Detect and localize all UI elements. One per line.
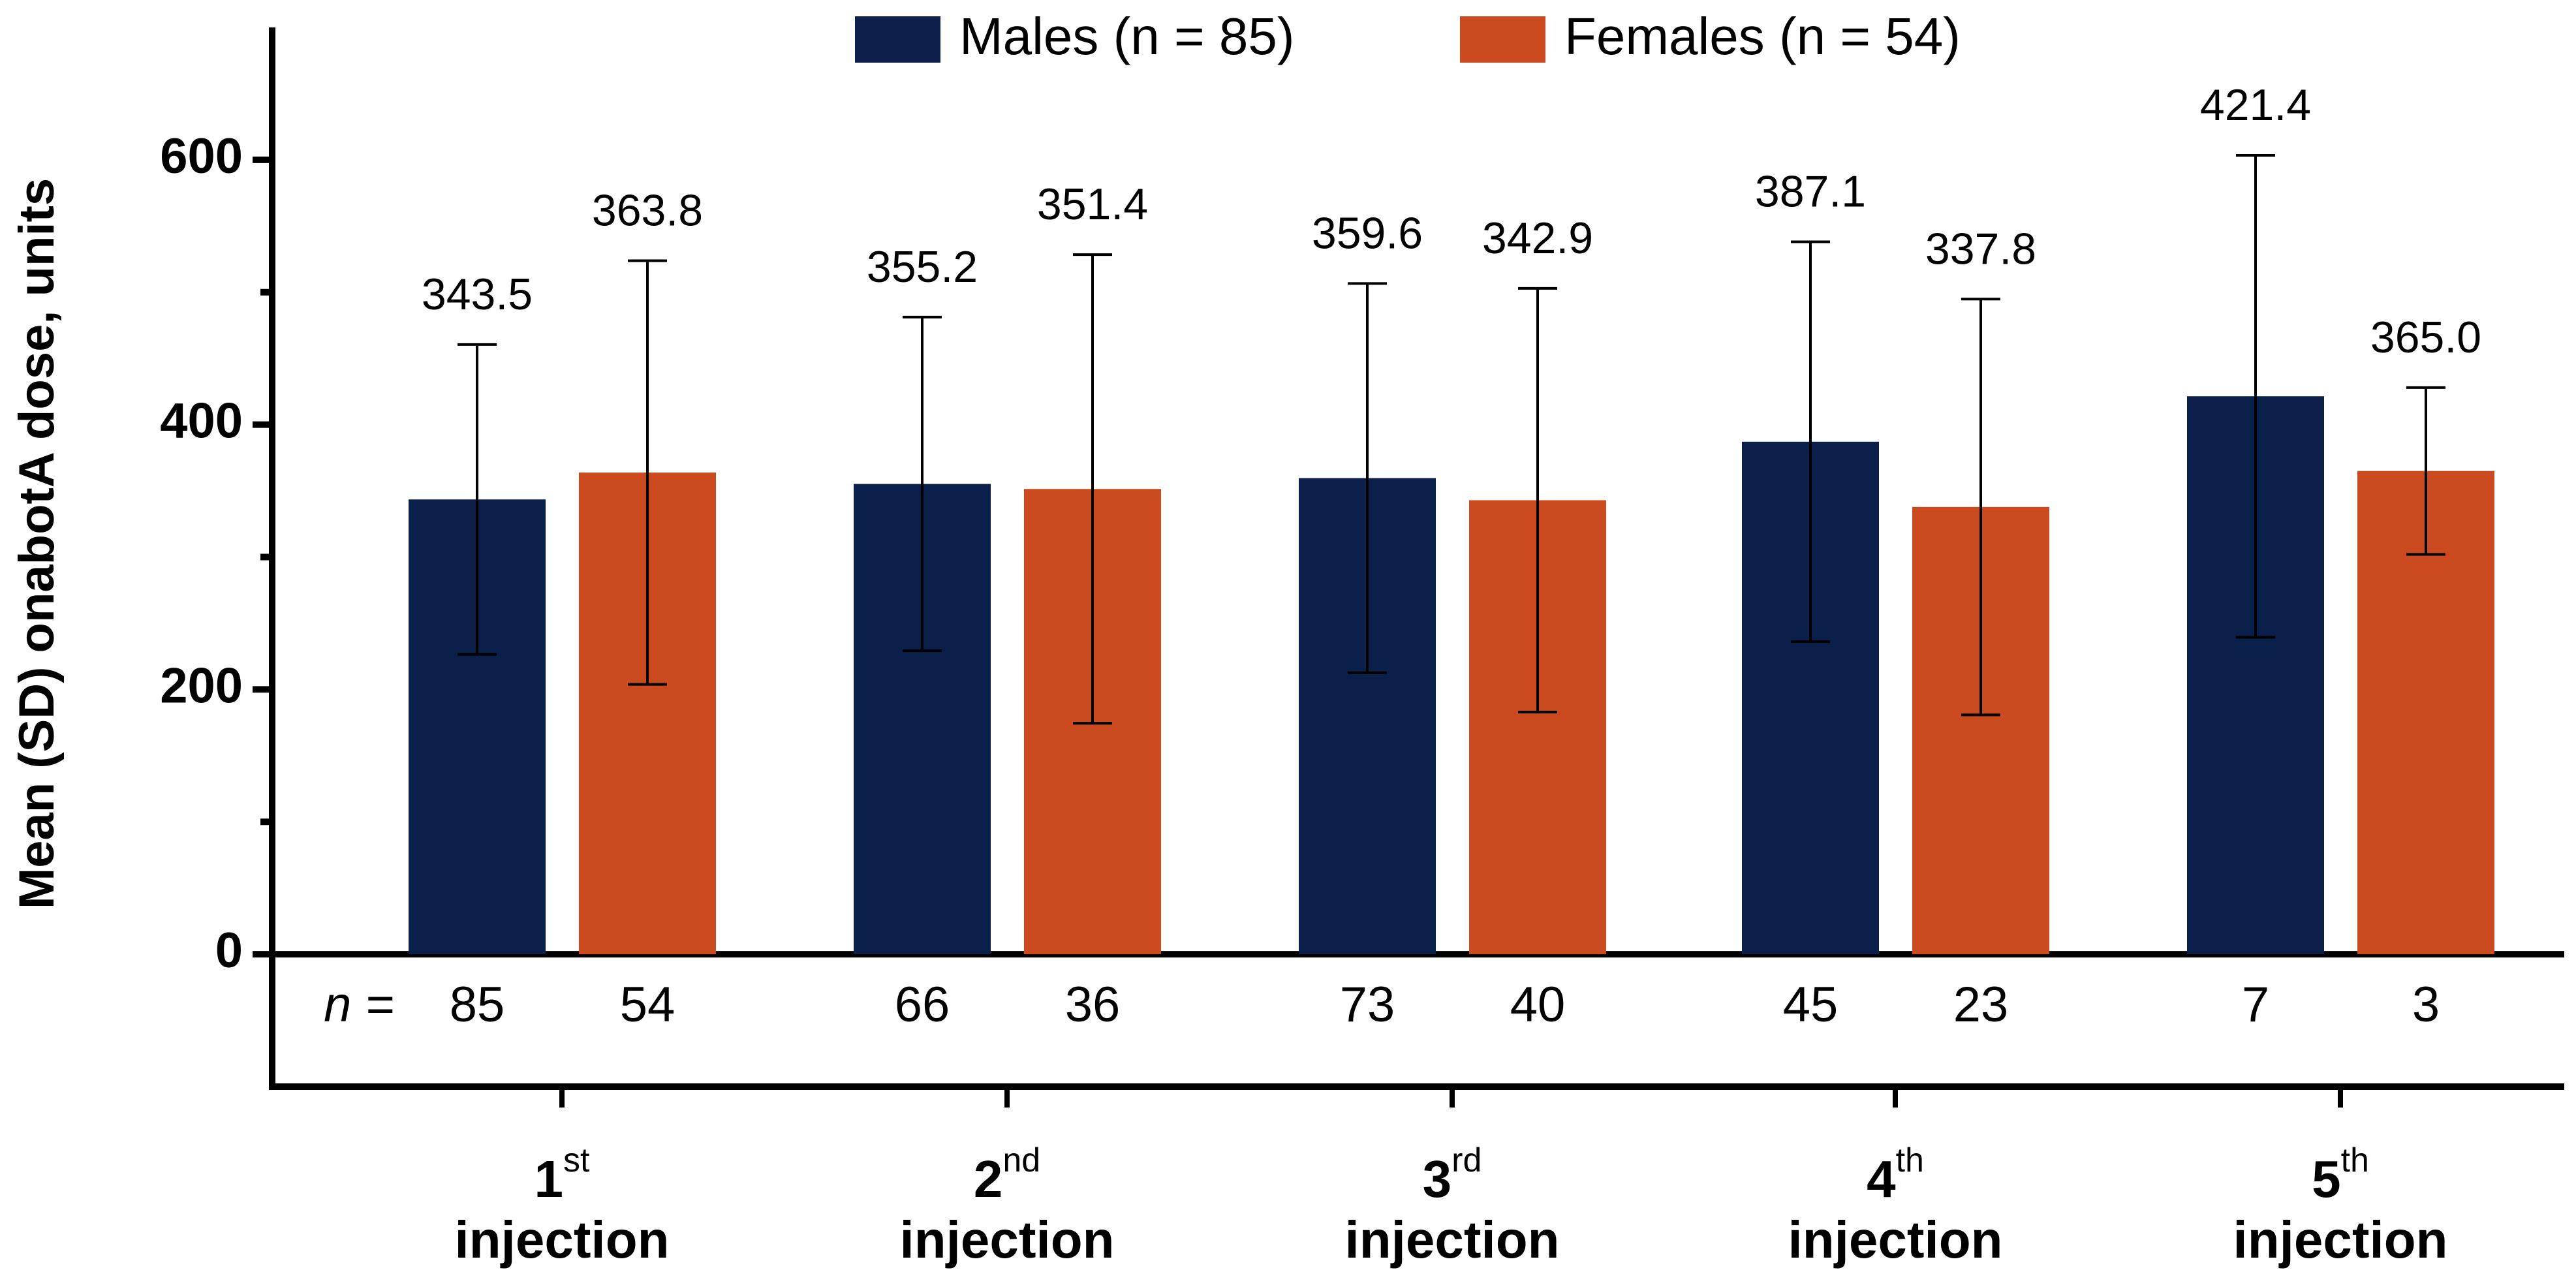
category-ordinal: 5 [2312, 1150, 2341, 1208]
n-value: 40 [1510, 977, 1566, 1032]
legend-swatch [855, 16, 940, 63]
category-suffix: nd [1002, 1141, 1040, 1179]
value-label: 421.4 [2200, 80, 2311, 130]
category-suffix: rd [1451, 1141, 1482, 1179]
n-value: 66 [895, 977, 950, 1032]
category-ordinal: 2 [974, 1150, 1003, 1208]
value-label: 363.8 [592, 185, 703, 235]
category-ordinal: 4 [1867, 1150, 1896, 1208]
value-label: 337.8 [1925, 224, 2036, 273]
y-tick-label: 600 [160, 129, 243, 184]
category-ordinal: 3 [1423, 1150, 1452, 1208]
value-label: 387.1 [1755, 166, 1866, 216]
legend-swatch [1460, 16, 1545, 63]
x-tick-label-word: injection [900, 1211, 1115, 1269]
x-tick-label-word: injection [1788, 1211, 2003, 1269]
category-suffix: st [563, 1141, 590, 1179]
x-tick-label: 1st [535, 1141, 591, 1208]
value-label: 351.4 [1037, 179, 1148, 229]
y-tick-label: 400 [160, 394, 243, 449]
value-label: 342.9 [1482, 213, 1593, 263]
y-axis-title: Mean (SD) onabotA dose, units [9, 178, 65, 909]
category-ordinal: 1 [535, 1150, 564, 1208]
x-tick-label: 2nd [974, 1141, 1040, 1208]
value-label: 355.2 [867, 242, 978, 292]
legend-label: Males (n = 85) [959, 7, 1295, 65]
value-label: 359.6 [1312, 208, 1423, 258]
x-tick-label: 4th [1867, 1141, 1924, 1208]
x-tick-label-word: injection [2233, 1211, 2448, 1269]
category-suffix: th [2341, 1141, 2369, 1179]
n-value: 73 [1340, 977, 1395, 1032]
n-value: 54 [620, 977, 675, 1032]
n-label: n = [324, 977, 394, 1032]
n-value: 7 [2242, 977, 2269, 1032]
n-value: 23 [1953, 977, 2009, 1032]
value-label: 365.0 [2370, 313, 2481, 362]
x-tick-label-word: injection [1345, 1211, 1560, 1269]
x-tick-label-word: injection [455, 1211, 670, 1269]
value-label: 343.5 [422, 270, 533, 319]
y-tick-label: 200 [160, 658, 243, 713]
category-suffix: th [1896, 1141, 1924, 1179]
n-value: 36 [1065, 977, 1121, 1032]
n-value: 45 [1783, 977, 1839, 1032]
y-tick-label: 0 [215, 923, 243, 978]
n-value: 85 [450, 977, 505, 1032]
n-value: 3 [2412, 977, 2440, 1032]
legend-label: Females (n = 54) [1564, 7, 1961, 65]
x-tick-label: 3rd [1423, 1141, 1482, 1208]
x-tick-label: 5th [2312, 1141, 2369, 1208]
